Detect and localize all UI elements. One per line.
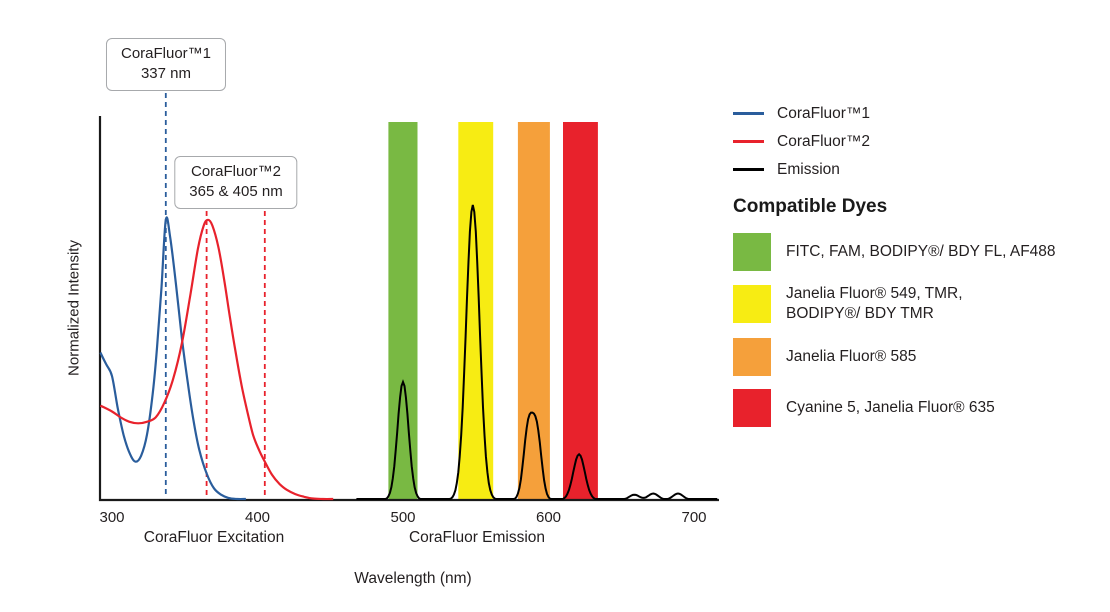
line-swatch-emission	[733, 168, 764, 171]
dye-label: Cyanine 5, Janelia Fluor® 635	[786, 398, 995, 416]
y-axis-label: Normalized Intensity	[65, 240, 83, 376]
curve-CoraFluor2-excitation	[99, 218, 334, 501]
spectra-chart: 300 400 500 600 700	[98, 84, 719, 526]
dye-color-swatch-yellow	[733, 285, 771, 324]
callout-value: 365 & 405 nm	[189, 183, 283, 201]
callout-title: CoraFluor™2	[190, 163, 282, 180]
dye-label: Janelia Fluor® 549, TMR, BODIPY®/ BDY TM…	[786, 285, 963, 323]
callout-title: CoraFluor™1	[120, 45, 212, 62]
legend-item-emission: Emission	[733, 160, 1105, 179]
dye-item-red: Cyanine 5, Janelia Fluor® 635	[733, 388, 1105, 427]
x-tick-label: 700	[681, 509, 706, 526]
dye-color-swatch-red	[733, 388, 771, 427]
x-axis-label: Wavelength (nm)	[354, 570, 472, 587]
dye-color-swatch-green	[733, 233, 771, 271]
filter-band-JF585	[517, 122, 550, 500]
x-tick-label: 500	[390, 509, 415, 526]
legend-panel: CoraFluor™1 CoraFluor™2 Emission Compati…	[733, 104, 1105, 440]
x-section-label-excitation: CoraFluor Excitation	[143, 529, 285, 546]
line-swatch-corafluor1	[733, 112, 764, 115]
legend-label: Emission	[777, 160, 840, 178]
curve-emission	[356, 204, 718, 500]
dye-color-swatch-orange	[733, 337, 771, 376]
filter-band-Cy5-JF635	[563, 122, 598, 500]
dye-item-green: FITC, FAM, BODIPY®/ BDY FL, AF488	[733, 233, 1105, 271]
callout-corafluor2-excitation: CoraFluor™2 365 & 405 nm	[174, 156, 298, 209]
curve-CoraFluor1-excitation	[99, 216, 246, 501]
legend-label: CoraFluor™1	[777, 104, 871, 122]
x-section-label-emission: CoraFluor Emission	[408, 529, 546, 546]
callout-corafluor1-excitation: CoraFluor™1 337 nm	[105, 38, 227, 91]
filter-band-FITC-FAM-BODIPY-FL-AF488	[388, 122, 418, 500]
line-swatch-corafluor2	[733, 140, 764, 143]
dye-label: Janelia Fluor® 585	[786, 347, 917, 365]
x-tick-label: 600	[536, 509, 561, 526]
callout-value: 337 nm	[140, 65, 192, 83]
legend-item-corafluor1: CoraFluor™1	[733, 104, 1105, 123]
dye-label: FITC, FAM, BODIPY®/ BDY FL, AF488	[786, 242, 1056, 260]
dye-item-orange: Janelia Fluor® 585	[733, 337, 1105, 376]
filter-band-JF549-TMR-BODIPY-TMR	[458, 122, 494, 500]
legend-item-corafluor2: CoraFluor™2	[733, 132, 1105, 151]
legend-label: CoraFluor™2	[777, 132, 871, 150]
dye-item-yellow: Janelia Fluor® 549, TMR, BODIPY®/ BDY TM…	[733, 284, 1105, 325]
x-tick-label: 300	[99, 509, 124, 526]
x-tick-label: 400	[245, 509, 270, 526]
compatible-dyes-heading: Compatible Dyes	[733, 196, 888, 217]
